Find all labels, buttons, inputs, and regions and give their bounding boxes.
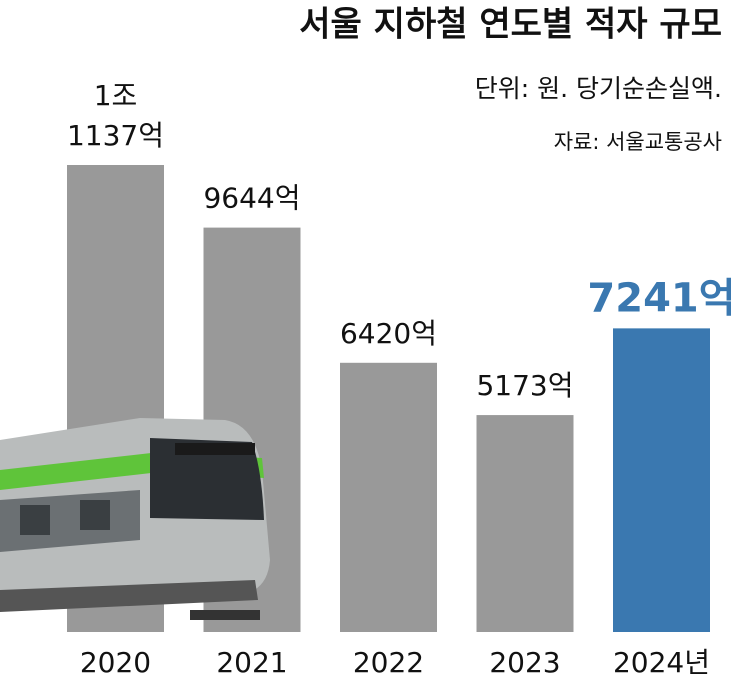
bar xyxy=(340,362,437,632)
bar xyxy=(476,415,574,632)
x-tick-label: 2023 xyxy=(489,646,560,679)
x-tick-label: 2024년 xyxy=(613,646,710,679)
x-tick-label: 2022 xyxy=(353,646,424,679)
data-label: 9644억 xyxy=(203,182,300,215)
x-tick-label: 2020 xyxy=(80,646,151,679)
bars xyxy=(67,165,710,632)
chart-source: 자료: 서울교통공사 xyxy=(554,130,722,154)
chart-subtitle: 단위: 원. 당기순손실액. xyxy=(475,74,722,103)
data-label: 5173억 xyxy=(476,369,573,402)
train-illustration xyxy=(0,418,270,620)
data-label: 6420억 xyxy=(340,317,437,350)
x-tick-label: 2021 xyxy=(216,646,287,679)
data-label: 7241억 xyxy=(587,275,731,321)
data-label: 1조 1137억 xyxy=(67,79,164,152)
bar xyxy=(613,328,710,632)
chart-title: 서울 지하철 연도별 적자 규모 xyxy=(299,5,722,45)
